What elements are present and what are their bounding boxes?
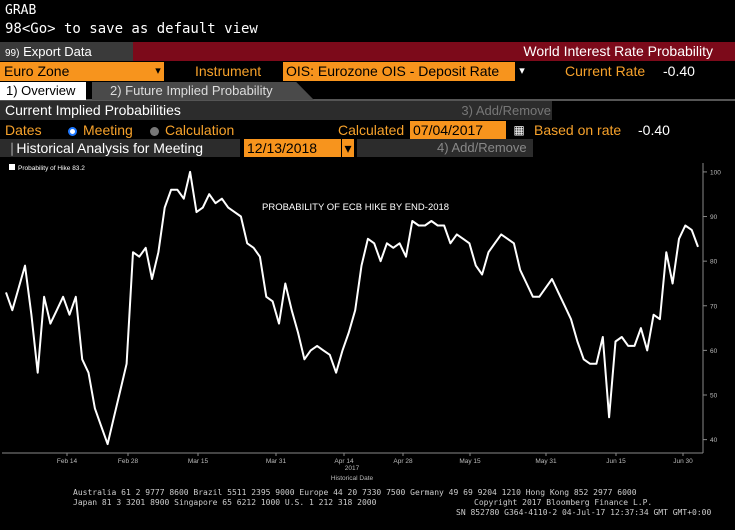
historical-header: ▕ Historical Analysis for Meeting [0, 139, 240, 157]
command-line[interactable]: 98<Go> to save as default view [5, 21, 258, 37]
add-remove-button[interactable]: 3) Add/Remove [461, 103, 551, 118]
toolbar [0, 42, 735, 61]
radio-meeting[interactable]: Meeting [68, 121, 133, 139]
footer-copyright: Copyright 2017 Bloomberg Finance L.P. [474, 498, 653, 507]
chart-axes: 40 50 60 70 80 90 100 Feb 14 Feb 28 Mar 15 Mar 31 A… [2, 163, 721, 465]
x-tick-label: Jun 30 [673, 458, 693, 465]
x-tick-label: Mar 15 [188, 458, 209, 465]
tab-overview[interactable]: 1) Overview [0, 82, 86, 100]
y-tick-label: 70 [710, 303, 718, 310]
legend-swatch [9, 164, 15, 170]
meeting-date-value: 12/13/2018 [247, 140, 318, 156]
section-header: Current Implied Probabilities [0, 101, 552, 120]
x-tick-label: Apr 14 [334, 458, 354, 465]
historical-title: Historical Analysis for Meeting [16, 140, 204, 156]
current-rate-value: -0.40 [663, 63, 695, 79]
y-tick-label: 60 [710, 348, 718, 355]
y-tick-label: 40 [710, 437, 718, 444]
y-tick-label: 100 [710, 169, 721, 176]
footer-contacts-line2: Japan 81 3 3201 8900 Singapore 65 6212 1… [73, 498, 377, 507]
chart-marks [5, 170, 699, 446]
series-line-probability-of-hike [5, 170, 699, 446]
current-rate-label: Current Rate [565, 63, 646, 79]
x-tick-label: May 31 [535, 458, 557, 465]
calculated-label: Calculated [338, 122, 405, 138]
x-tick-label: Mar 31 [266, 458, 287, 465]
calculated-date-value: 07/04/2017 [413, 122, 484, 138]
dates-label: Dates [5, 122, 42, 138]
meeting-date-select[interactable]: 12/13/2018 [244, 139, 341, 157]
radio-selected-icon [68, 126, 77, 136]
export-data-button[interactable]: 99) Export Data [0, 42, 133, 61]
y-tick-label: 90 [710, 214, 718, 221]
footer-contacts-line1: Australia 61 2 9777 8600 Brazil 5511 239… [73, 488, 637, 497]
add-remove-historical-button[interactable]: 4) Add/Remove [357, 139, 533, 157]
x-tick-label: Feb 14 [57, 458, 78, 465]
instrument-value: OIS: Eurozone OIS - Deposit Rate [286, 63, 500, 79]
x-axis-year: 2017 [345, 465, 360, 472]
calculated-date-field[interactable]: 07/04/2017 [410, 121, 506, 139]
radio-calculation[interactable]: Calculation [150, 121, 234, 139]
radio-unselected-icon [150, 126, 159, 136]
footer-serial: SN 852780 G364-4110-2 04-Jul-17 12:37:34… [456, 508, 712, 517]
tabs-divider [0, 99, 735, 101]
calendar-icon[interactable]: ▦ [513, 123, 525, 137]
radio-meeting-label: Meeting [83, 122, 133, 138]
x-tick-label: Apr 28 [393, 458, 413, 465]
expand-icon[interactable]: ▕ [4, 144, 13, 156]
region-select[interactable]: Euro Zone [0, 62, 152, 81]
x-tick-label: May 15 [459, 458, 481, 465]
section-title: Current Implied Probabilities [5, 102, 181, 118]
tab-future-implied-probability[interactable]: 2) Future Implied Probability [92, 82, 314, 100]
grab-label: GRAB [5, 3, 37, 18]
chevron-down-icon[interactable]: ▾ [516, 62, 528, 81]
x-tick-label: Jun 15 [606, 458, 626, 465]
instrument-label: Instrument [195, 63, 262, 79]
export-label: Export Data [23, 44, 92, 59]
page-title: World Interest Rate Probability [523, 43, 713, 59]
radio-calculation-label: Calculation [165, 122, 235, 138]
region-value: Euro Zone [4, 63, 70, 79]
x-axis-label: Historical Date [331, 475, 374, 482]
x-tick-label: Feb 28 [118, 458, 139, 465]
export-number: 99) [5, 48, 20, 59]
based-on-rate-value: -0.40 [638, 122, 670, 138]
instrument-select[interactable]: OIS: Eurozone OIS - Deposit Rate [283, 62, 515, 81]
probability-chart: 40 50 60 70 80 90 100 Feb 14 Feb 28 Mar 15 Mar 31 A… [2, 163, 721, 482]
chevron-down-icon[interactable]: ▾ [152, 62, 164, 81]
legend-label: Probability of Hike 83.2 [18, 165, 85, 172]
y-tick-label: 80 [710, 259, 718, 266]
chevron-down-icon[interactable]: ▾ [342, 139, 354, 157]
based-on-rate-label: Based on rate [534, 122, 622, 138]
y-tick-label: 50 [710, 393, 718, 400]
chart-title: PROBABILITY OF ECB HIKE BY END-2018 [262, 202, 449, 213]
